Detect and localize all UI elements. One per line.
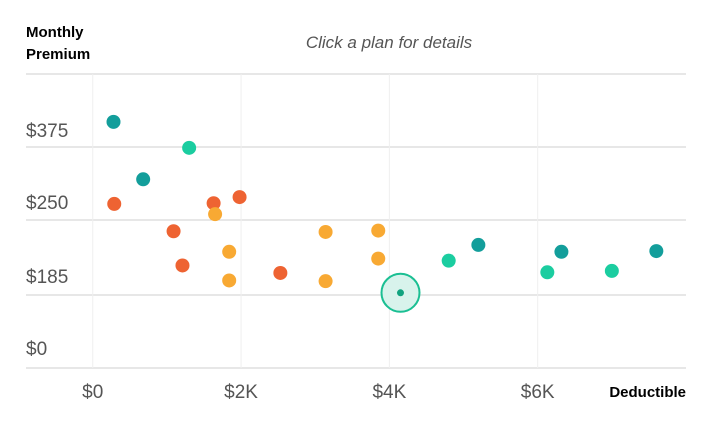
plan-point[interactable] (222, 244, 237, 259)
plan-point[interactable] (166, 224, 181, 239)
selected-plan[interactable] (380, 272, 421, 313)
x-axis-title: Deductible (609, 384, 686, 401)
plan-point[interactable] (182, 140, 197, 155)
plan-point[interactable] (222, 273, 237, 288)
y-tick-label: $250 (26, 193, 68, 214)
plan-point[interactable] (371, 223, 386, 238)
plan-point[interactable] (136, 172, 151, 187)
plan-point[interactable] (554, 244, 569, 259)
tick-labels: $0 $185 $250 $375 $0 $2K $4K $6K (26, 121, 555, 403)
plan-points[interactable] (106, 114, 664, 289)
plan-point[interactable] (175, 258, 190, 273)
y-tick-label: $185 (26, 267, 68, 288)
y-tick-label: $0 (26, 339, 47, 360)
plan-point[interactable] (441, 253, 456, 268)
plan-point[interactable] (471, 237, 486, 252)
plan-point[interactable] (208, 207, 223, 222)
x-tick-label: $2K (224, 382, 258, 403)
plan-point[interactable] (232, 190, 247, 205)
plan-point[interactable] (206, 196, 221, 211)
plan-point[interactable] (107, 196, 122, 211)
y-axis-title-line1: Monthly (26, 24, 84, 41)
plan-point[interactable] (318, 224, 333, 239)
gridlines (26, 73, 686, 369)
x-tick-label: $6K (521, 382, 555, 403)
plan-point[interactable] (371, 251, 386, 266)
plan-point[interactable] (649, 244, 664, 259)
y-tick-label: $375 (26, 121, 68, 142)
plan-point[interactable] (540, 265, 555, 280)
plan-point[interactable] (318, 274, 333, 289)
selected-plan-dot[interactable] (396, 289, 404, 297)
plan-point[interactable] (273, 265, 288, 280)
plan-point[interactable] (106, 114, 121, 129)
plan-point[interactable] (604, 263, 619, 278)
click-hint: Click a plan for details (306, 33, 473, 52)
y-axis-title-line2: Premium (26, 46, 90, 63)
x-tick-label: $0 (82, 382, 103, 403)
x-tick-label: $4K (372, 382, 406, 403)
